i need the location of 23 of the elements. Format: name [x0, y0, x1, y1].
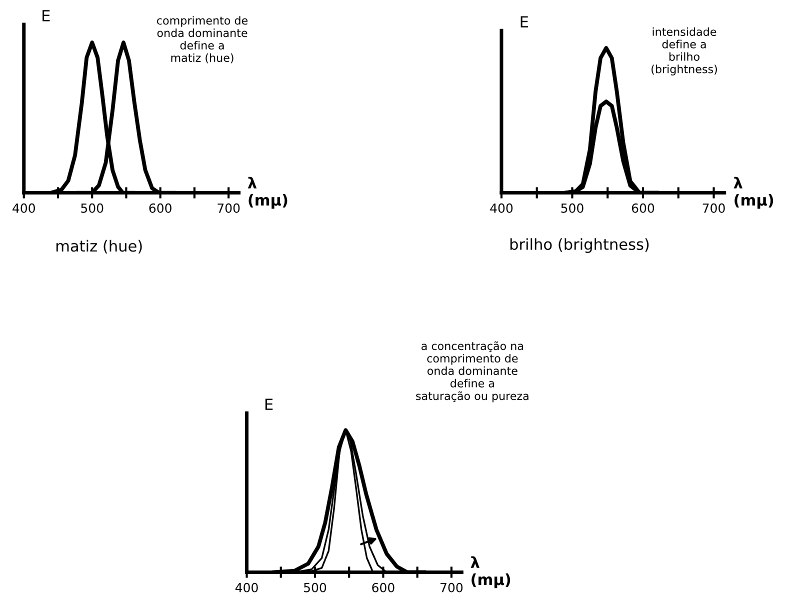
- x-axis-title: λ (mμ): [248, 176, 288, 209]
- x-tick-label: 700: [440, 582, 463, 592]
- x-tick-label: 600: [149, 203, 172, 213]
- annotation: intensidade define a brilho (brightness): [652, 27, 717, 76]
- y-axis-title: E: [265, 398, 273, 410]
- text: brilho (brightness): [510, 238, 649, 253]
- x-tick-label: 600: [372, 582, 394, 592]
- x-tick-label: 500: [81, 203, 104, 213]
- text: matiz (hue): [56, 240, 142, 254]
- x-tick-label: 400: [490, 203, 513, 213]
- text: a concentração na comprimento de onda dominante define a saturação ou pureza: [416, 341, 528, 402]
- x-tick-label: 600: [632, 203, 654, 213]
- x-tick-label: 700: [218, 203, 240, 213]
- y-axis-title: E: [42, 10, 50, 22]
- x-tick-label: 400: [12, 203, 35, 213]
- y-axis-title: E: [520, 16, 528, 28]
- x-axis-title: λ (mμ): [470, 556, 510, 588]
- x-tick-label: 700: [702, 203, 725, 213]
- x-tick-label: 500: [304, 582, 326, 592]
- x-tick-label: 400: [235, 582, 258, 592]
- x-tick-label: 500: [561, 203, 584, 213]
- x-axis-title: λ (mμ): [734, 176, 774, 209]
- annotation: comprimento de onda dominante define a matiz (hue): [157, 16, 248, 64]
